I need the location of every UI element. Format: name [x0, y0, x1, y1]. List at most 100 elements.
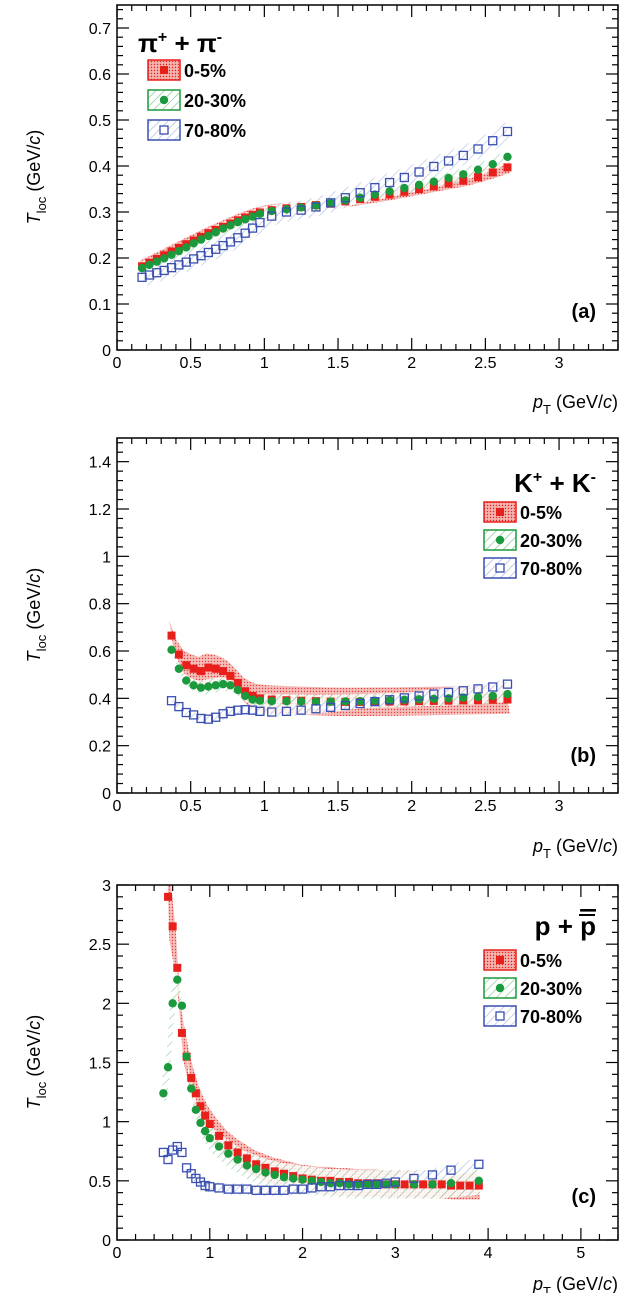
point-0-5%-5: [204, 663, 213, 672]
point-20-30%-10: [205, 1134, 214, 1143]
x-tick-label: 0: [113, 798, 122, 815]
point-70-80%-16: [255, 217, 265, 228]
x-tick-label: 2: [407, 355, 416, 372]
x-axis-title: pT (GeV/c): [532, 392, 618, 417]
point-70-80%-26: [399, 172, 409, 183]
y-tick-label: 1: [102, 1115, 111, 1132]
point-0-5%-3: [189, 664, 198, 673]
point-20-30%-19: [296, 203, 306, 212]
point-20-30%-31: [409, 1180, 419, 1189]
point-70-80%-14: [242, 1184, 252, 1194]
x-tick-label: 0: [113, 1245, 122, 1262]
point-20-30%-30: [459, 170, 468, 179]
point-70-80%-29: [502, 679, 513, 689]
y-tick-label: 1.2: [89, 502, 111, 519]
point-70-80%-1: [174, 701, 184, 712]
point-20-30%-23: [414, 695, 424, 704]
point-0-5%-14: [252, 1160, 261, 1169]
band-70-80%: [169, 679, 510, 724]
y-axis-title: Tloc (GeV/c): [24, 568, 49, 663]
y-tick-label: 2: [102, 996, 111, 1013]
point-0-5%-34: [437, 1180, 446, 1189]
point-0-5%-28: [429, 182, 438, 191]
point-20-30%-13: [233, 1155, 242, 1164]
point-0-5%-10: [215, 1131, 224, 1140]
point-20-30%-29: [503, 689, 512, 699]
point-70-80%-12: [255, 706, 265, 716]
point-70-80%-24: [429, 689, 439, 699]
point-20-30%-12: [255, 696, 265, 705]
point-20-30%-1: [145, 260, 154, 270]
point-20-30%-0: [137, 263, 147, 273]
point-70-80%-17: [267, 211, 277, 221]
point-70-80%-0: [166, 696, 177, 706]
point-70-80%-24: [335, 1180, 345, 1191]
point-20-30%-1: [163, 1063, 173, 1072]
legend-label: 70-80%: [520, 559, 582, 579]
x-tick-label: 1: [260, 798, 269, 815]
legend-label: 0-5%: [520, 503, 562, 523]
y-tick-label: 1.4: [89, 455, 111, 472]
point-0-5%-33: [503, 163, 512, 172]
point-70-80%-11: [214, 1183, 224, 1193]
point-20-30%-25: [344, 1180, 354, 1189]
point-20-30%-11: [214, 1142, 224, 1151]
point-0-5%-38: [474, 1181, 483, 1190]
point-20-30%-27: [363, 1180, 372, 1189]
point-20-30%-3: [189, 681, 198, 690]
data-points: [158, 892, 484, 1195]
point-0-5%-6: [191, 1089, 200, 1098]
point-20-30%-1: [174, 664, 184, 673]
point-20-30%-28: [372, 1180, 381, 1189]
band-70-80%: [139, 122, 510, 287]
point-20-30%-18: [279, 1173, 289, 1182]
y-tick-label: 0.8: [89, 597, 111, 614]
point-20-30%-17: [326, 697, 335, 706]
point-0-5%-1: [168, 922, 177, 931]
ticks: [116, 438, 619, 794]
point-0-5%-32: [488, 168, 497, 177]
point-70-80%-17: [270, 1185, 280, 1195]
uncertainty-bands: [139, 122, 510, 287]
point-20-30%-19: [289, 1174, 298, 1183]
point-70-80%-18: [281, 207, 292, 217]
point-20-30%-21: [326, 199, 335, 208]
point-20-30%-10: [211, 228, 220, 237]
particle-label: K+ + K-: [514, 468, 596, 498]
point-20-30%-23: [355, 193, 365, 202]
point-70-80%-19: [288, 1184, 298, 1194]
point-20-30%-3: [173, 975, 182, 984]
point-70-80%-15: [247, 223, 258, 233]
point-0-5%-6: [211, 664, 220, 673]
point-20-30%-13: [233, 217, 243, 227]
point-20-30%-26: [459, 693, 468, 702]
point-70-80%-14: [281, 706, 292, 716]
legend-marker: [159, 95, 169, 105]
point-0-5%-15: [261, 1163, 270, 1172]
point-20-30%-6: [187, 1084, 196, 1093]
legend-label: 0-5%: [520, 951, 562, 971]
legend-marker: [495, 1011, 505, 1021]
point-70-80%-14: [240, 228, 250, 238]
point-70-80%-28: [429, 161, 439, 172]
y-tick-label: 0.3: [89, 205, 111, 222]
point-70-80%-33: [446, 1165, 456, 1175]
point-20-30%-3: [159, 254, 169, 263]
y-axis-title: Tloc (GeV/c): [24, 130, 49, 225]
point-20-30%-9: [200, 1126, 210, 1136]
point-20-30%-28: [488, 691, 497, 701]
point-70-80%-18: [340, 700, 351, 711]
point-20-30%-10: [240, 691, 250, 701]
point-70-80%-25: [344, 1180, 354, 1191]
point-70-80%-25: [443, 687, 454, 698]
point-0-5%-13: [242, 1154, 251, 1163]
legend-label: 0-5%: [184, 61, 226, 81]
y-tick-label: 0.2: [89, 739, 111, 756]
point-70-80%-22: [316, 1182, 326, 1192]
point-0-5%-10: [241, 687, 250, 696]
legend-marker: [496, 508, 504, 516]
legend: 0-5% 20-30% 70-80%: [483, 949, 582, 1027]
panel-a: 0 0.5 1 1.5 2 2.5 3 0 0.1 0.2 0.3 0.4 0.5 0.6 0.7 pT (G…: [24, 4, 619, 417]
point-0-5%-37: [465, 1181, 474, 1190]
point-20-30%-16: [255, 209, 265, 219]
